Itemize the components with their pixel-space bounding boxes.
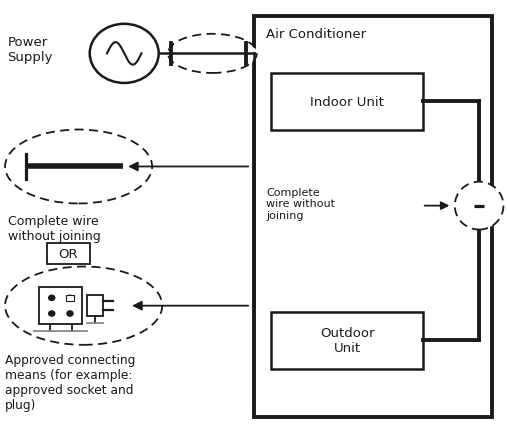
Text: Complete wire
without joining: Complete wire without joining: [8, 215, 100, 243]
FancyBboxPatch shape: [66, 295, 74, 301]
Text: Power
Supply: Power Supply: [8, 36, 53, 64]
Ellipse shape: [168, 35, 257, 74]
Text: Outdoor
Unit: Outdoor Unit: [320, 327, 375, 355]
Circle shape: [90, 25, 159, 84]
Text: Approved connecting
means (for example:
approved socket and
plug): Approved connecting means (for example: …: [5, 353, 135, 411]
Circle shape: [49, 296, 55, 301]
Ellipse shape: [5, 267, 162, 345]
Text: Complete
wire without
joining: Complete wire without joining: [266, 187, 335, 220]
Text: Indoor Unit: Indoor Unit: [310, 95, 384, 108]
FancyBboxPatch shape: [254, 17, 492, 417]
FancyBboxPatch shape: [271, 312, 423, 369]
Circle shape: [67, 311, 73, 316]
Text: Air Conditioner: Air Conditioner: [266, 28, 366, 41]
Ellipse shape: [5, 130, 152, 204]
FancyBboxPatch shape: [88, 296, 103, 316]
Circle shape: [49, 311, 55, 316]
FancyBboxPatch shape: [47, 243, 90, 265]
Circle shape: [67, 296, 73, 301]
FancyBboxPatch shape: [40, 287, 83, 325]
Ellipse shape: [455, 182, 503, 230]
FancyBboxPatch shape: [271, 74, 423, 130]
Text: OR: OR: [59, 247, 78, 260]
